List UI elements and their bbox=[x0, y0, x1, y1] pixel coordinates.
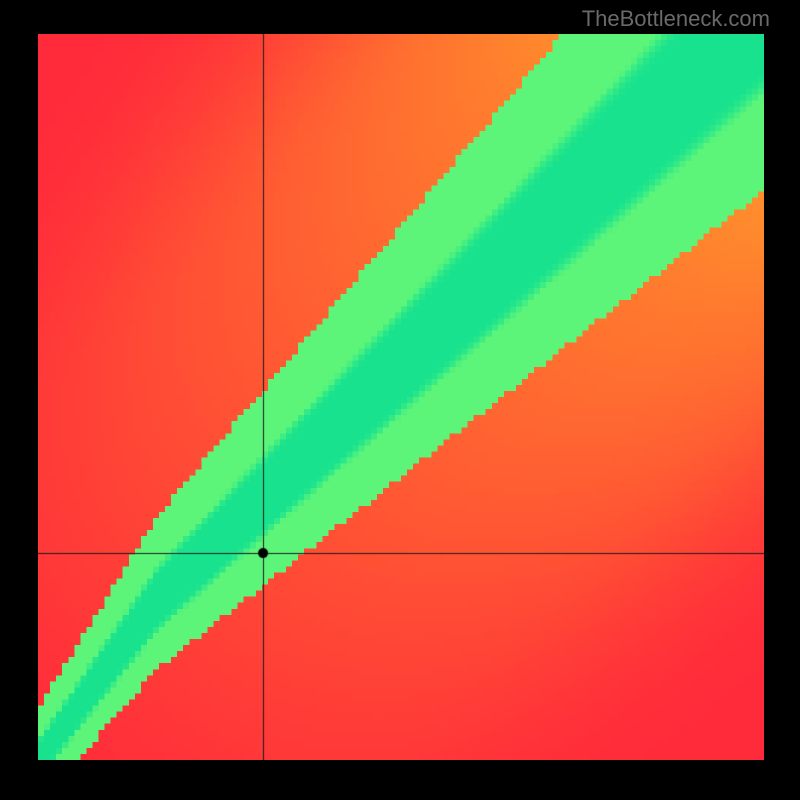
watermark-text: TheBottleneck.com bbox=[582, 6, 770, 32]
crosshair-overlay bbox=[38, 34, 764, 760]
figure-root: TheBottleneck.com bbox=[0, 0, 800, 800]
